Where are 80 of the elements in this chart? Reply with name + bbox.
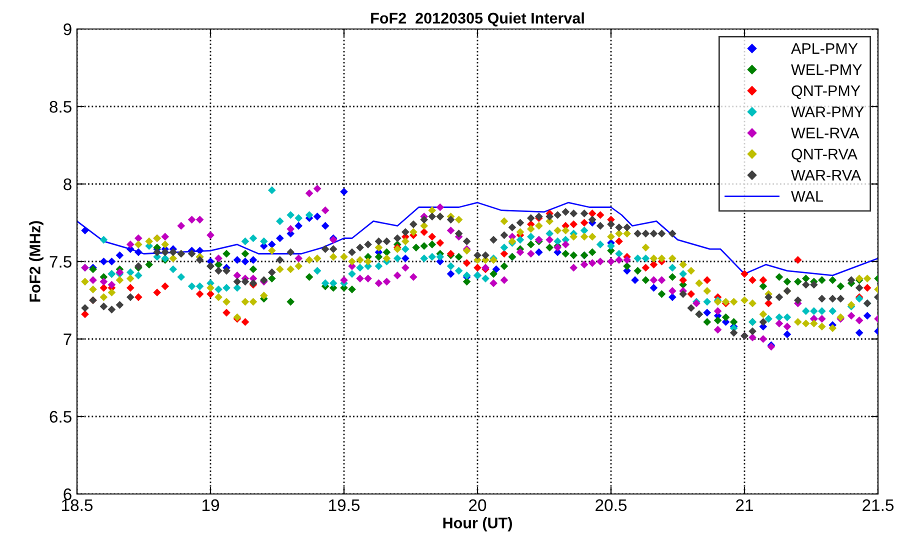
x-tick-label: 21.5: [862, 499, 894, 512]
point: [196, 246, 204, 255]
point: [703, 308, 712, 317]
x-tick-label: 20.5: [596, 499, 627, 512]
x-tick-label: 19.5: [329, 499, 360, 512]
point: [81, 226, 89, 234]
point: [108, 258, 116, 266]
legend-label: APL-PMY: [791, 43, 858, 54]
point: [615, 237, 623, 246]
legend-label: QNT-PMY: [792, 85, 860, 99]
x-tick-label: 19: [202, 499, 219, 512]
point: [81, 310, 89, 318]
point: [100, 258, 108, 266]
point: [268, 240, 276, 248]
point: [249, 256, 258, 264]
y-axis-title: FoF2 (MHz): [29, 221, 44, 302]
legend-label: QNT-RVA: [792, 148, 858, 162]
point: [759, 276, 768, 284]
legend-label: WEL-RVA: [791, 128, 860, 138]
point: [241, 318, 250, 326]
point: [863, 312, 872, 320]
y-tick-label: 7: [64, 334, 72, 346]
point: [153, 288, 162, 296]
point: [570, 220, 578, 228]
point: [687, 290, 696, 298]
point: [534, 248, 543, 256]
point: [764, 299, 772, 308]
y-tick-label: 6: [64, 488, 72, 500]
point: [428, 232, 436, 241]
legend-label: WAR-RVA: [791, 170, 862, 181]
point: [401, 254, 410, 262]
point: [134, 248, 142, 256]
x-axis-title: Hour (UT): [443, 517, 512, 532]
legend-label: WEL-PMY: [791, 64, 862, 75]
x-tick-label: 21: [736, 499, 753, 511]
point: [588, 210, 596, 218]
point: [474, 264, 482, 272]
legend-label: WAR-PMY: [791, 106, 864, 118]
point: [679, 276, 688, 284]
point: [126, 284, 134, 292]
point: [276, 234, 284, 242]
y-tick-label: 7.5: [50, 256, 72, 268]
point: [794, 256, 802, 264]
point: [631, 276, 639, 284]
point: [196, 290, 204, 298]
point: [642, 264, 650, 272]
y-tick-label: 8.5: [50, 100, 72, 113]
point: [222, 308, 230, 317]
x-tick-label: 18.5: [62, 499, 93, 512]
legend-label: WAL: [791, 191, 824, 202]
point: [668, 293, 676, 302]
point: [462, 259, 471, 267]
point: [596, 211, 604, 219]
point: [233, 256, 242, 264]
point: [740, 270, 748, 278]
point: [294, 222, 303, 230]
point: [420, 228, 428, 236]
point: [116, 251, 124, 260]
point: [783, 330, 792, 338]
point: [161, 282, 170, 290]
point: [100, 284, 108, 292]
y-tick-label: 6.5: [50, 410, 72, 423]
point: [313, 212, 322, 220]
point: [446, 270, 455, 278]
point: [748, 276, 756, 284]
point: [436, 238, 444, 247]
y-tick-label: 8: [64, 178, 72, 190]
point: [134, 293, 142, 302]
point: [863, 284, 872, 292]
point: [650, 284, 658, 292]
point: [321, 222, 330, 230]
point: [650, 260, 658, 269]
x-tick-label: 20: [469, 499, 486, 512]
point: [340, 188, 348, 196]
point: [703, 276, 712, 284]
point: [241, 258, 250, 266]
chart-title: FoF2 20120305 Quiet Interval: [371, 12, 584, 26]
point: [855, 328, 864, 337]
y-tick-label: 9: [64, 23, 72, 36]
point: [580, 218, 588, 227]
